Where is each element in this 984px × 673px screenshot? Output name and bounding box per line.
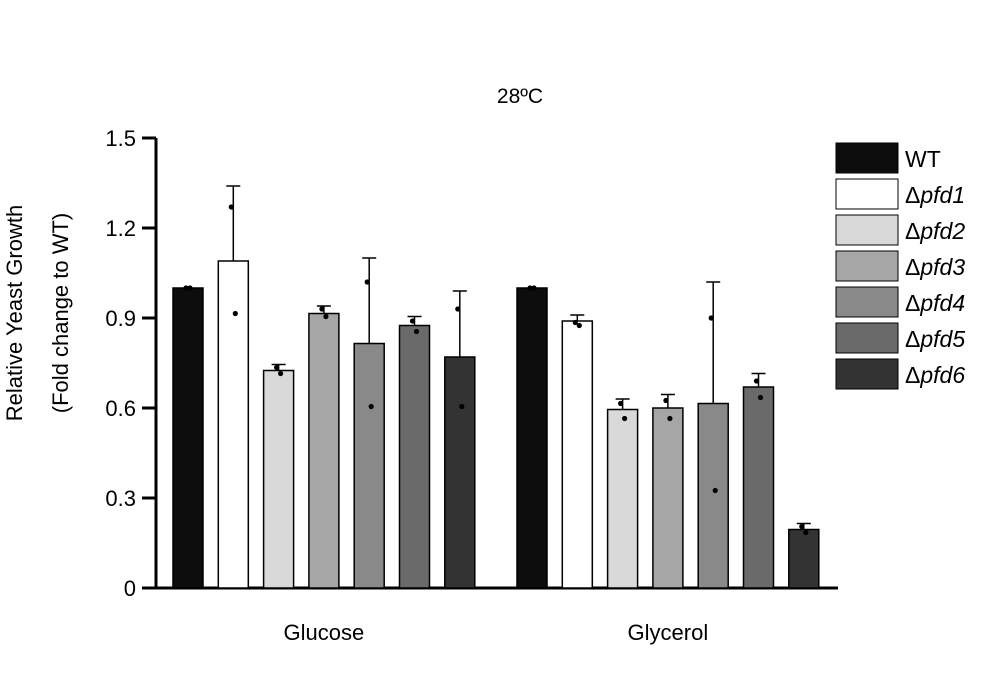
data-point xyxy=(368,403,374,410)
data-point xyxy=(708,315,714,321)
data-point xyxy=(527,285,533,291)
data-point xyxy=(455,306,461,312)
legend-swatch xyxy=(835,322,899,354)
y-tick-label: 0.9 xyxy=(105,306,136,331)
y-tick-label: 0.6 xyxy=(105,396,136,421)
data-point xyxy=(667,415,673,422)
data-point xyxy=(274,364,280,371)
legend-label: WT xyxy=(905,146,941,172)
plot-area: 0 0.3 0.6 0.9 1.2 1.5 Glucose Glycerol xyxy=(105,126,838,645)
legend-label: Δpfd4 xyxy=(905,290,965,316)
data-point xyxy=(622,415,628,422)
data-point xyxy=(803,529,809,536)
data-point xyxy=(753,378,760,384)
data-point xyxy=(663,397,669,404)
legend-swatch xyxy=(835,214,899,246)
y-tick-label: 0 xyxy=(124,576,136,601)
data-point xyxy=(232,310,238,317)
y-axis-label: Relative Yeast Growth (Fold change to WT… xyxy=(2,205,73,421)
data-point xyxy=(183,285,189,291)
bar xyxy=(742,386,775,589)
y-tick-label: 1.2 xyxy=(105,216,136,241)
data-point xyxy=(712,487,718,494)
data-point xyxy=(757,394,764,401)
bar xyxy=(217,260,250,589)
data-point xyxy=(618,400,624,407)
bar xyxy=(652,407,684,589)
bar xyxy=(262,369,295,589)
y-tick-label: 1.5 xyxy=(105,126,136,151)
y-tick-label: 0.3 xyxy=(105,486,136,511)
data-point xyxy=(228,204,234,210)
data-point xyxy=(278,370,284,377)
y-axis-label-line2: (Fold change to WT) xyxy=(48,213,73,414)
bar xyxy=(561,320,594,589)
data-point xyxy=(413,328,420,335)
x-category-label: Glycerol xyxy=(628,620,709,645)
x-category-label: Glucose xyxy=(284,620,365,645)
data-point xyxy=(799,523,805,530)
chart-title: 28ºC xyxy=(497,85,543,108)
legend-swatch xyxy=(835,286,899,318)
data-point xyxy=(572,319,578,326)
bar xyxy=(308,312,340,589)
data-point xyxy=(531,285,537,291)
bar xyxy=(697,402,729,589)
legend: WT Δpfd1 Δpfd2 Δpfd3 Δpfd4 Δpfd5 Δpfd6 xyxy=(835,142,965,390)
data-point xyxy=(409,318,416,324)
legend-label: Δpfd6 xyxy=(905,362,965,388)
bar xyxy=(353,342,385,589)
bar xyxy=(172,287,204,589)
bar xyxy=(516,287,548,589)
legend-label: Δpfd2 xyxy=(905,218,965,244)
legend-swatch xyxy=(835,250,899,282)
data-point xyxy=(319,306,325,312)
data-point xyxy=(459,403,465,410)
legend-swatch xyxy=(835,142,899,174)
data-point xyxy=(187,285,193,291)
data-point xyxy=(364,279,370,285)
y-axis-label-line1: Relative Yeast Growth xyxy=(2,205,27,421)
bar xyxy=(788,528,820,589)
legend-label: Δpfd1 xyxy=(905,182,965,208)
data-point xyxy=(576,322,582,329)
bar xyxy=(444,356,476,589)
legend-label: Δpfd3 xyxy=(905,254,965,280)
legend-swatch xyxy=(835,358,899,390)
bar xyxy=(398,324,431,589)
bar xyxy=(606,408,639,589)
legend-label: Δpfd5 xyxy=(905,326,965,352)
data-point xyxy=(323,313,329,320)
legend-swatch xyxy=(835,178,899,210)
